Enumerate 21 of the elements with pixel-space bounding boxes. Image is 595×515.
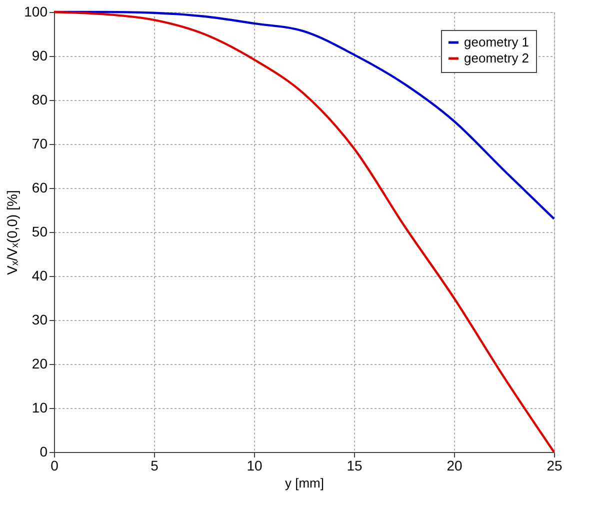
y-tick-label: 20 (32, 356, 48, 372)
y-tick-label: 90 (32, 48, 48, 64)
y-tick-label: 10 (32, 400, 48, 416)
y-tick-label: 40 (32, 268, 48, 284)
legend-label: geometry 1 (464, 34, 530, 50)
y-tick-label: 50 (32, 224, 48, 240)
y-tick-label: 30 (32, 312, 48, 328)
x-tick-label: 25 (546, 458, 562, 474)
y-tick-label: 70 (32, 136, 48, 152)
x-tick-label: 20 (446, 458, 462, 474)
y-tick-label: 0 (40, 444, 48, 460)
x-tick-label: 10 (246, 458, 262, 474)
x-axis-title: y [mm] (285, 476, 324, 490)
y-tick-label: 80 (32, 92, 48, 108)
x-tick-label: 5 (150, 458, 159, 474)
legend-label: geometry 2 (464, 50, 530, 66)
y-tick-label: 60 (32, 180, 48, 196)
y-tick-label: 100 (24, 4, 48, 20)
x-tick-label: 0 (50, 458, 59, 474)
y-axis-title: Vₓ/Vₓ(0,0) [%] (4, 190, 20, 275)
x-tick-label: 15 (346, 458, 362, 474)
